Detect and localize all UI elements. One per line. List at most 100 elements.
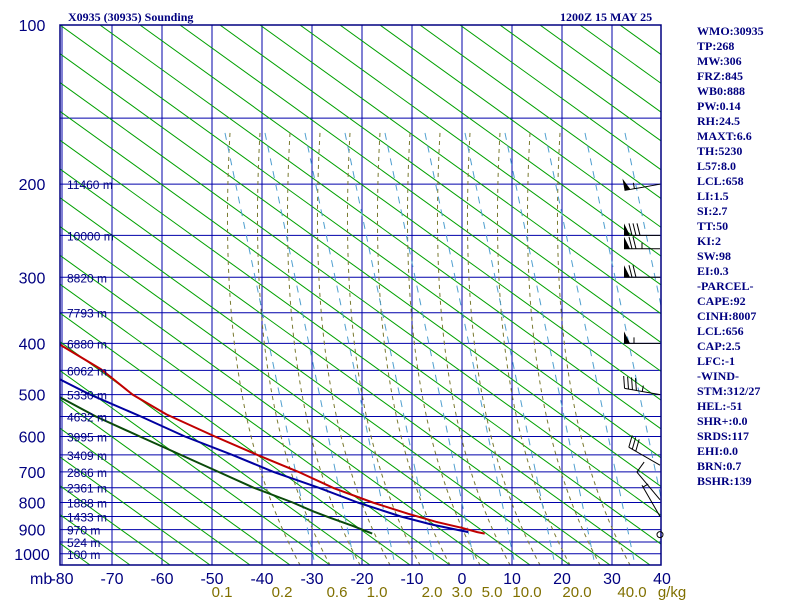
mixing-ratio-label: 10.0: [512, 584, 541, 600]
dry-adiabat-line: [60, 168, 611, 565]
dry-adiabat-line: [60, 456, 211, 565]
dry-adiabat-line: [139, 25, 661, 401]
moist-adiabat-line: [376, 132, 451, 565]
pressure-tick-label: 200: [19, 177, 46, 194]
mixing-ratio-label: 1.0: [367, 584, 388, 600]
dewpoint-profile-line: [60, 396, 373, 535]
temperature-tick-label: 20: [553, 571, 571, 588]
dry-adiabat-line: [60, 139, 651, 565]
index-item: SHR+:0.0: [697, 414, 748, 428]
moist-adiabat-line: [346, 132, 421, 565]
height-label: 7793 m: [67, 307, 107, 321]
pressure-tick-label: 700: [19, 465, 46, 482]
dry-adiabat-line: [60, 341, 371, 565]
dry-adiabat-line: [379, 25, 661, 228]
height-label: 524 m: [67, 536, 100, 550]
dry-adiabat-line: [60, 369, 331, 565]
index-item: TH:5230: [697, 144, 743, 158]
mixing-ratio-line: [504, 132, 596, 565]
dry-adiabat-line: [60, 110, 661, 545]
mixing-ratio-line: [344, 132, 436, 565]
moist-adiabat-line: [256, 132, 331, 565]
dry-adiabat-line: [60, 25, 661, 459]
dry-adiabat-line: [60, 225, 531, 565]
valid-time: 1200Z 15 MAY 25: [560, 10, 653, 24]
moist-adiabat-line: [286, 132, 361, 565]
wind-barb: [656, 531, 664, 539]
temperature-tick-label: 10: [503, 571, 521, 588]
mixing-ratio-label: 0.6: [327, 584, 348, 600]
temperature-tick-label: -50: [200, 571, 223, 588]
dry-adiabat-line: [60, 53, 661, 488]
index-item: LCL:658: [697, 174, 744, 188]
temperature-tick-label: 40: [653, 571, 671, 588]
temperature-tick-label: -80: [50, 571, 73, 588]
height-label: 11460 m: [67, 178, 113, 192]
mixing-ratio-line: [384, 132, 476, 565]
wind-barb: [623, 375, 661, 396]
index-item: SW:98: [697, 249, 732, 263]
temperature-tick-label: 30: [603, 571, 621, 588]
mixing-ratio-unit: g/kg: [658, 584, 686, 600]
moist-adiabat-line: [526, 132, 601, 565]
temperature-tick-label: -20: [350, 571, 373, 588]
mixing-ratio-label: 5.0: [482, 584, 503, 600]
height-label: 4632 m: [67, 411, 107, 425]
sounding-title: X0935 (30935) Sounding: [68, 10, 194, 24]
moist-adiabat-line: [466, 132, 541, 565]
pressure-tick-label: 100: [19, 18, 46, 35]
dry-adiabat-line: [339, 25, 661, 257]
pressure-tick-label: 800: [19, 496, 46, 513]
temperature-tick-label: 0: [458, 571, 467, 588]
moist-adiabat-line: [496, 132, 571, 565]
height-label: 6062 m: [67, 364, 107, 378]
pressure-tick-label: 1000: [14, 547, 50, 564]
parcel-profile-line: [60, 378, 469, 534]
mixing-ratio-label: 20.0: [562, 584, 591, 600]
pressure-tick-label: 600: [19, 429, 46, 446]
height-label: 100 m: [67, 548, 100, 562]
index-item: RH:24.5: [697, 114, 740, 128]
index-item: -PARCEL-: [697, 279, 754, 293]
height-label: 1433 m: [67, 510, 107, 524]
index-item: CAPE:92: [697, 294, 746, 308]
height-label: 1888 m: [67, 497, 107, 511]
mixing-ratio-line: [584, 132, 661, 501]
mixing-ratio-label: 0.1: [212, 584, 233, 600]
mixing-ratio-line: [544, 132, 636, 565]
dry-adiabat-line: [60, 283, 451, 565]
dry-adiabat-line: [60, 254, 491, 565]
mixing-ratio-line: [424, 132, 516, 565]
mixing-ratio-label: 2.0: [422, 584, 443, 600]
index-item: TP:268: [697, 39, 735, 53]
index-item: LI:1.5: [697, 189, 729, 203]
pressure-tick-label: 400: [19, 336, 46, 353]
wind-barb: [622, 178, 661, 191]
dry-adiabat-line: [219, 25, 661, 344]
height-label: 3409 m: [67, 449, 107, 463]
dry-adiabat-line: [499, 25, 661, 142]
index-item: LFC:-1: [697, 354, 735, 368]
mixing-ratio-line: [264, 132, 356, 565]
index-item: L57:8.0: [697, 159, 736, 173]
index-item: BRN:0.7: [697, 459, 742, 473]
moist-adiabat-line: [556, 132, 631, 565]
pressure-tick-label: 900: [19, 523, 46, 540]
index-item: PW:0.14: [697, 99, 741, 113]
moist-adiabat-line: [406, 132, 481, 565]
dry-adiabat-line: [259, 25, 661, 315]
height-label: 6880 m: [67, 337, 107, 351]
mixing-ratio-line: [224, 132, 316, 565]
pressure-unit-label: mb: [30, 571, 52, 588]
index-item: -WIND-: [697, 369, 739, 383]
dry-adiabat-line: [459, 25, 661, 171]
temperature-tick-label: -10: [400, 571, 423, 588]
mixing-ratio-label: 3.0: [452, 584, 473, 600]
index-item: MW:306: [697, 54, 742, 68]
index-item: STM:312/27: [697, 384, 761, 398]
pressure-tick-label: 300: [19, 270, 46, 287]
height-label: 5330 m: [67, 389, 107, 403]
index-item: WMO:30935: [697, 24, 764, 38]
dry-adiabat-line: [60, 81, 661, 516]
dry-adiabat-line: [0, 25, 50, 565]
